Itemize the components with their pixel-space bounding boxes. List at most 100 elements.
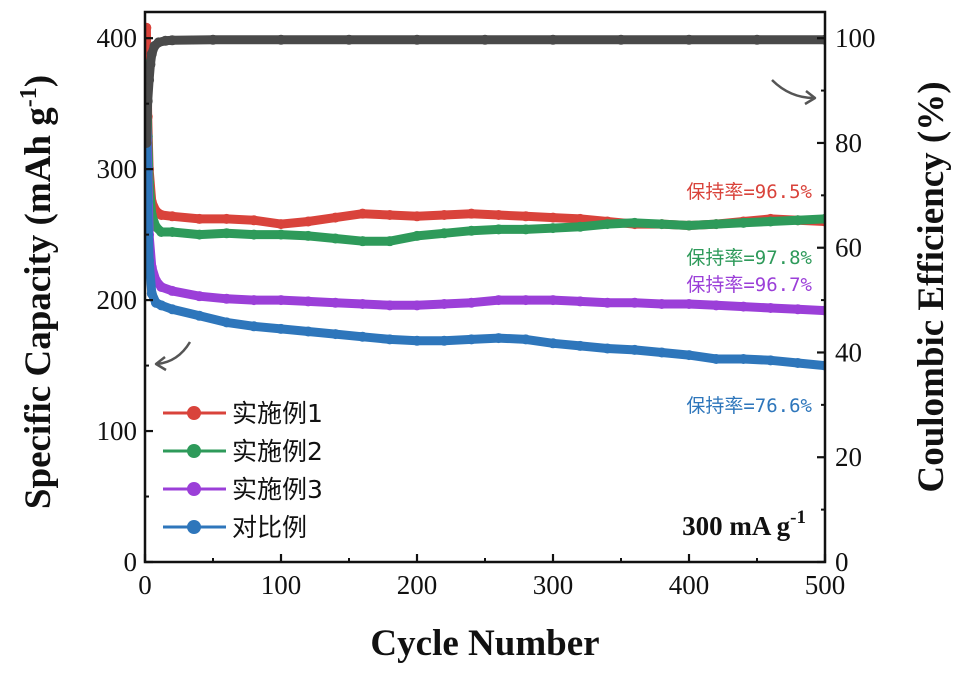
data-point <box>521 296 530 305</box>
series-4 <box>142 35 830 147</box>
data-point <box>249 216 258 225</box>
data-point <box>222 318 231 327</box>
y2-tick-label: 0 <box>835 547 849 577</box>
data-point <box>481 35 490 44</box>
x-tick-label: 400 <box>669 570 710 600</box>
data-point <box>304 217 313 226</box>
data-point <box>168 286 177 295</box>
data-point <box>739 302 748 311</box>
legend-item: 对比例 <box>163 513 307 542</box>
data-point <box>157 228 166 237</box>
data-point <box>440 300 449 309</box>
data-point <box>766 356 775 365</box>
data-point <box>630 345 639 354</box>
data-point <box>413 231 422 240</box>
data-point <box>413 336 422 345</box>
y2-tick-label: 60 <box>835 233 862 263</box>
data-point <box>467 209 476 218</box>
data-point <box>467 226 476 235</box>
data-point <box>521 212 530 221</box>
retention-label: 保持率=96.7% <box>686 274 812 296</box>
legend-swatch-marker <box>187 482 201 496</box>
data-point <box>147 289 156 298</box>
data-point <box>195 311 204 320</box>
y2-tick-label: 80 <box>835 128 862 158</box>
legend-item: 实施例2 <box>163 437 323 466</box>
data-point <box>685 351 694 360</box>
legend-swatch-marker <box>187 444 201 458</box>
data-point <box>521 335 530 344</box>
data-point <box>630 298 639 307</box>
data-point <box>685 221 694 230</box>
y2-tick-label: 20 <box>835 442 862 472</box>
data-point <box>549 213 558 222</box>
data-point <box>249 322 258 331</box>
legend-swatch-marker <box>187 406 201 420</box>
y-axis-title-sup: -1 <box>16 87 42 107</box>
data-point <box>685 35 694 44</box>
legend-label: 对比例 <box>232 513 307 542</box>
data-point <box>304 327 313 336</box>
data-point <box>345 35 354 44</box>
data-point <box>494 225 503 234</box>
data-point <box>685 300 694 309</box>
data-point <box>304 297 313 306</box>
data-point <box>277 324 286 333</box>
data-point <box>657 220 666 229</box>
data-point <box>358 209 367 218</box>
data-point <box>793 305 802 314</box>
data-point <box>603 344 612 353</box>
data-point <box>157 283 166 292</box>
data-point <box>358 332 367 341</box>
y-tick-label: 100 <box>97 416 138 446</box>
data-point <box>249 296 258 305</box>
data-point <box>413 301 422 310</box>
data-point <box>712 355 721 364</box>
condition-label: 300 mA g-1 <box>682 507 806 541</box>
data-point <box>222 229 231 238</box>
data-point <box>385 237 394 246</box>
series-line <box>146 117 825 366</box>
x-axis-title: Cycle Number <box>370 623 599 664</box>
data-point <box>277 220 286 229</box>
x-tick-label: 300 <box>533 570 574 600</box>
data-point <box>576 222 585 231</box>
y-tick-label: 0 <box>124 547 138 577</box>
data-point <box>209 35 218 44</box>
retention-label: 保持率=97.8% <box>686 247 812 269</box>
data-point <box>413 212 422 221</box>
arrow-to-right-axis <box>772 80 815 104</box>
data-point <box>576 341 585 350</box>
data-point <box>753 35 762 44</box>
y-tick-label: 200 <box>97 285 138 315</box>
arrow-to-left-axis <box>156 342 190 370</box>
legend-item: 实施例3 <box>163 475 323 504</box>
data-point <box>657 300 666 309</box>
data-point <box>195 230 204 239</box>
data-point <box>277 230 286 239</box>
y-tick-label: 400 <box>97 23 138 53</box>
legend-label: 实施例3 <box>232 475 323 504</box>
data-point <box>739 218 748 227</box>
data-point <box>331 213 340 222</box>
data-point <box>195 214 204 223</box>
data-point <box>549 35 558 44</box>
data-point <box>603 220 612 229</box>
data-point <box>630 218 639 227</box>
retention-label: 保持率=96.5% <box>686 181 812 203</box>
data-point <box>576 297 585 306</box>
x-tick-label: 0 <box>138 570 152 600</box>
data-point <box>549 224 558 233</box>
data-point <box>521 225 530 234</box>
legend-swatch-marker <box>187 520 201 534</box>
data-point <box>331 234 340 243</box>
data-point <box>712 220 721 229</box>
data-point <box>549 296 558 305</box>
data-point <box>739 355 748 364</box>
data-point <box>467 298 476 307</box>
retention-label: 保持率=76.6% <box>686 395 812 417</box>
data-point <box>277 35 286 44</box>
data-point <box>358 300 367 309</box>
data-point <box>440 229 449 238</box>
